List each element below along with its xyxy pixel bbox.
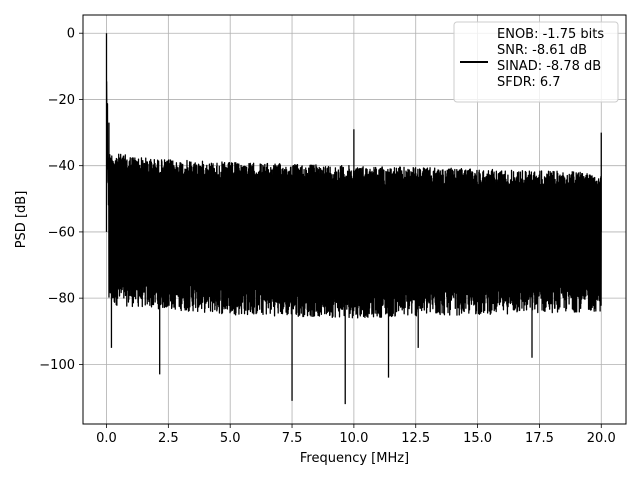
psd-line [105, 33, 602, 405]
x-tick-label: 2.5 [158, 431, 179, 446]
x-tick-label: 15.0 [463, 431, 492, 446]
x-axis-ticks: 0.0 2.5 5.0 7.5 10.0 12.5 15.0 17.5 20.0 [96, 424, 616, 446]
x-tick-label: 5.0 [220, 431, 241, 446]
x-tick-label: 10.0 [339, 431, 368, 446]
plot-frame [82, 14, 627, 425]
legend-entry-line: ENOB: -1.75 bits [497, 27, 604, 42]
legend-entry-line: SNR: -8.61 dB [497, 43, 587, 58]
y-tick-label: −100 [39, 358, 75, 373]
y-axis-ticks: 0 −20 −40 −60 −80 −100 [39, 27, 83, 373]
x-axis-label: Frequency [MHz] [300, 451, 409, 466]
x-tick-label: 0.0 [96, 431, 117, 446]
legend-entry-line: SFDR: 6.7 [497, 75, 561, 90]
y-tick-label: −80 [48, 292, 75, 307]
x-tick-label: 12.5 [401, 431, 430, 446]
series-trace [105, 33, 602, 405]
y-tick-label: −60 [48, 225, 75, 240]
x-tick-label: 7.5 [282, 431, 303, 446]
y-tick-label: −40 [48, 159, 75, 174]
legend-box [453, 21, 619, 103]
y-tick-label: −20 [48, 93, 75, 108]
x-tick-label: 17.5 [525, 431, 554, 446]
x-tick-label: 20.0 [587, 431, 616, 446]
y-axis-label: PSD [dB] [14, 191, 29, 249]
legend-entry-line: SINAD: -8.78 dB [497, 59, 601, 74]
y-tick-label: 0 [67, 27, 75, 42]
